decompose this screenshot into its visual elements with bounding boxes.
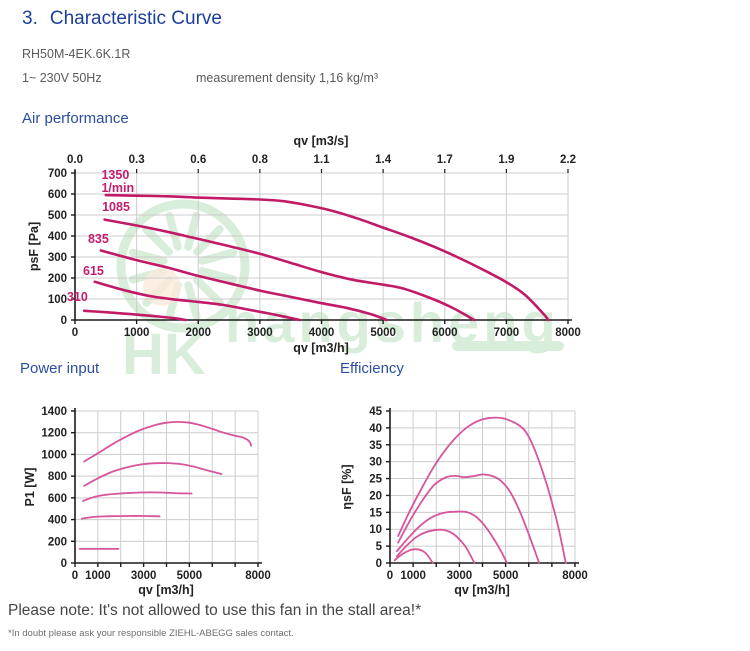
svg-text:835: 835 xyxy=(88,232,109,246)
svg-text:700: 700 xyxy=(48,168,67,180)
svg-text:200: 200 xyxy=(48,536,67,548)
svg-text:qv [m3/s]: qv [m3/s] xyxy=(294,134,349,148)
svg-text:800: 800 xyxy=(48,471,67,483)
svg-text:20: 20 xyxy=(369,490,382,502)
svg-text:30: 30 xyxy=(369,457,382,469)
power-supply: 1~ 230V 50Hz xyxy=(22,71,102,85)
svg-text:10: 10 xyxy=(369,524,382,536)
svg-text:0.6: 0.6 xyxy=(190,154,206,166)
power-input-heading: Power input xyxy=(20,360,100,377)
svg-text:3000: 3000 xyxy=(131,570,157,582)
svg-text:7000: 7000 xyxy=(494,327,520,339)
svg-text:25: 25 xyxy=(369,474,382,486)
svg-text:400: 400 xyxy=(48,231,67,243)
efficiency-heading: Efficiency xyxy=(340,360,404,377)
svg-text:1085: 1085 xyxy=(102,200,130,214)
svg-text:400: 400 xyxy=(48,515,67,527)
svg-text:600: 600 xyxy=(48,493,67,505)
svg-text:HK: HK xyxy=(122,322,206,387)
svg-text:310: 310 xyxy=(67,290,88,304)
stall-warning-note: Please note: It's not allowed to use thi… xyxy=(8,602,422,619)
svg-text:15: 15 xyxy=(369,507,382,519)
svg-text:1.7: 1.7 xyxy=(437,154,453,166)
svg-text:0.8: 0.8 xyxy=(252,154,269,166)
svg-text:35: 35 xyxy=(369,440,382,452)
svg-text:300: 300 xyxy=(48,252,67,264)
svg-text:40: 40 xyxy=(369,423,382,435)
svg-text:1350: 1350 xyxy=(101,168,129,182)
svg-text:0: 0 xyxy=(72,327,78,339)
svg-text:1400: 1400 xyxy=(41,406,67,418)
svg-text:0.3: 0.3 xyxy=(129,154,145,166)
svg-text:0: 0 xyxy=(72,570,78,582)
section-title: Characteristic Curve xyxy=(49,8,222,29)
svg-text:100: 100 xyxy=(48,294,67,306)
svg-text:qv [m3/h]: qv [m3/h] xyxy=(454,583,510,597)
svg-text:3000: 3000 xyxy=(247,327,273,339)
svg-text:ηsF [%]: ηsF [%] xyxy=(340,464,354,509)
measurement-density: measurement density 1,16 kg/m³ xyxy=(196,71,379,85)
svg-text:1/min: 1/min xyxy=(101,181,134,195)
svg-text:8000: 8000 xyxy=(245,570,271,582)
svg-text:1.1: 1.1 xyxy=(314,154,331,166)
svg-text:0.0: 0.0 xyxy=(67,154,83,166)
svg-text:hangsheng: hangsheng xyxy=(225,291,560,354)
svg-text:1.9: 1.9 xyxy=(498,154,514,166)
svg-text:600: 600 xyxy=(48,189,67,201)
svg-text:500: 500 xyxy=(48,210,67,222)
svg-text:3000: 3000 xyxy=(447,570,473,582)
svg-text:5000: 5000 xyxy=(370,327,396,339)
svg-text:6000: 6000 xyxy=(432,327,458,339)
svg-text:1000: 1000 xyxy=(41,449,67,461)
sales-contact-footnote: *In doubt please ask your responsible ZI… xyxy=(8,628,294,639)
svg-text:8000: 8000 xyxy=(562,570,588,582)
svg-text:2.2: 2.2 xyxy=(560,154,576,166)
page-title: 3. Characteristic Curve xyxy=(22,8,222,30)
svg-text:4000: 4000 xyxy=(309,327,335,339)
air-performance-heading: Air performance xyxy=(22,110,129,127)
svg-text:5000: 5000 xyxy=(177,570,203,582)
svg-text:5000: 5000 xyxy=(493,570,519,582)
svg-text:P1 [W]: P1 [W] xyxy=(23,468,37,507)
svg-text:200: 200 xyxy=(48,273,67,285)
svg-text:qv [m3/h]: qv [m3/h] xyxy=(293,341,349,355)
svg-text:psF [Pa]: psF [Pa] xyxy=(27,222,41,271)
svg-text:1.4: 1.4 xyxy=(375,154,392,166)
svg-text:8000: 8000 xyxy=(555,327,581,339)
svg-text:0: 0 xyxy=(61,558,67,570)
svg-text:0: 0 xyxy=(387,570,393,582)
section-number: 3. xyxy=(22,8,38,29)
svg-text:1000: 1000 xyxy=(400,570,426,582)
svg-text:615: 615 xyxy=(83,264,104,278)
svg-text:1000: 1000 xyxy=(85,570,111,582)
svg-text:2000: 2000 xyxy=(185,327,211,339)
svg-text:0: 0 xyxy=(61,315,67,327)
svg-text:1200: 1200 xyxy=(41,428,67,440)
svg-text:1000: 1000 xyxy=(124,327,150,339)
svg-text:5: 5 xyxy=(376,541,383,553)
svg-text:45: 45 xyxy=(369,406,382,418)
model-number: RH50M-4EK.6K.1R xyxy=(22,47,131,61)
svg-text:qv [m3/h]: qv [m3/h] xyxy=(138,583,194,597)
svg-text:0: 0 xyxy=(376,558,382,570)
